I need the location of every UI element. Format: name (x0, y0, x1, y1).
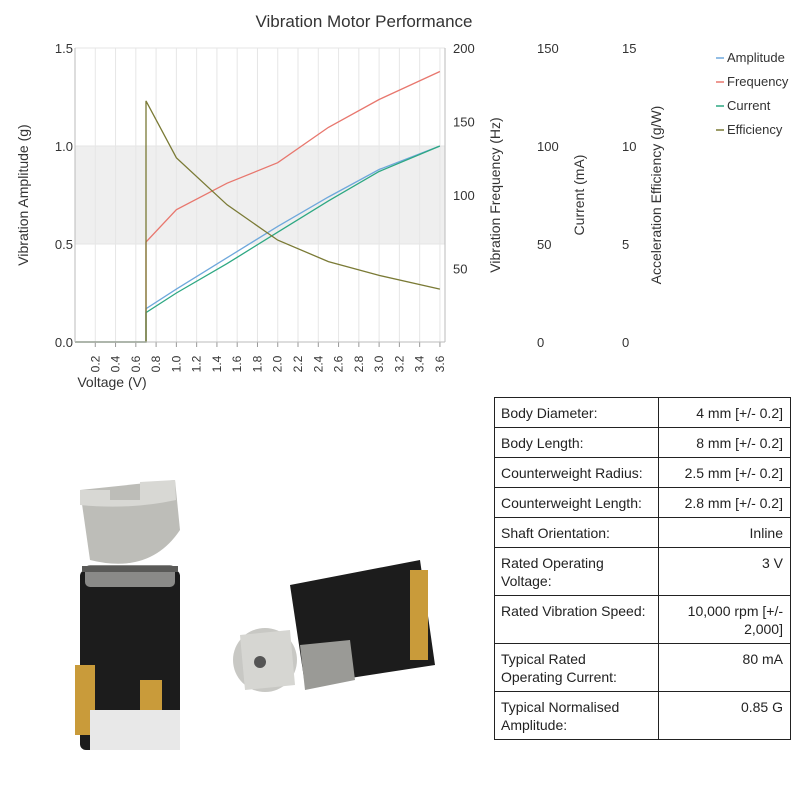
x-tick-label: 0.4 (109, 355, 123, 372)
x-tick-label: 3.2 (392, 355, 406, 372)
spec-value: 2.8 mm [+/- 0.2] (658, 487, 791, 518)
freq-tick-label: 50 (453, 262, 467, 277)
freq-axis-label: Vibration Frequency (Hz) (487, 117, 503, 272)
cur-tick-label: 150 (537, 41, 559, 56)
spec-label: Counterweight Radius: (494, 457, 659, 488)
spec-value: 10,000 rpm [+/- 2,000] (658, 595, 791, 644)
spec-value: 8 mm [+/- 0.2] (658, 427, 791, 458)
x-tick-label: 2.8 (352, 355, 366, 372)
x-tick-label: 1.6 (230, 355, 244, 372)
x-tick-label: 3.6 (433, 355, 447, 372)
specs-table: Body Diameter: 4 mm [+/- 0.2] Body Length:… (494, 397, 791, 740)
x-tick-label: 2.2 (291, 355, 305, 372)
cur-tick-label: 0 (537, 335, 544, 350)
eff-tick-label: 0 (622, 335, 629, 350)
chart-title: Vibration Motor Performance (255, 12, 472, 31)
amp-tick-label: 0.5 (55, 237, 73, 252)
x-tick-label: 1.2 (190, 355, 204, 372)
x-tick-label: 2.4 (311, 355, 325, 372)
x-axis-label: Voltage (V) (77, 374, 146, 390)
spec-label: Typical Rated Operating Current: (494, 643, 659, 692)
legend-label-efficiency: Efficiency (727, 122, 783, 137)
series-line-efficiency (75, 100, 441, 343)
spec-label: Shaft Orientation: (494, 517, 659, 548)
x-tick-label: 0.6 (129, 355, 143, 372)
spec-value: 80 mA (658, 643, 791, 692)
spec-row: Body Length: 8 mm [+/- 0.2] (494, 427, 791, 458)
spec-label: Body Diameter: (494, 397, 659, 428)
spec-row: Body Diameter: 4 mm [+/- 0.2] (494, 397, 791, 428)
eff-tick-label: 10 (622, 139, 636, 154)
freq-tick-label: 150 (453, 115, 475, 130)
x-tick-label: 3.4 (413, 355, 427, 372)
spec-value: 2.5 mm [+/- 0.2] (658, 457, 791, 488)
axes: 0.2 0.4 0.6 0.8 1.0 1.2 1.4 1.6 1.8 2.0 2.2 2.4 2.6 2… (15, 41, 664, 372)
eff-tick-label: 15 (622, 41, 636, 56)
spec-label: Typical Normalised Amplitude: (494, 691, 659, 740)
spec-row: Shaft Orientation: Inline (494, 517, 791, 548)
spec-value: 0.85 G (658, 691, 791, 740)
x-tick-label: 3.0 (372, 355, 386, 372)
spec-label: Rated Vibration Speed: (494, 595, 659, 644)
freq-tick-label: 100 (453, 188, 475, 203)
vibration-motor-photo (75, 480, 435, 750)
spec-row: Typical Normalised Amplitude: 0.85 G (494, 691, 791, 740)
legend-label-current: Current (727, 98, 771, 113)
spec-row: Counterweight Length: 2.8 mm [+/- 0.2] (494, 487, 791, 518)
spec-label: Counterweight Length: (494, 487, 659, 518)
cur-axis-label: Current (mA) (571, 155, 587, 236)
performance-chart: Vibration Motor Performance 0.2 0.4 0.6 0.8… (15, 12, 789, 390)
spec-row: Rated Operating Voltage: 3 V (494, 547, 791, 596)
x-tick-label: 0.8 (149, 355, 163, 372)
x-tick-label: 1.8 (250, 355, 264, 372)
shaded-band (75, 146, 445, 244)
legend-label-frequency: Frequency (727, 74, 789, 89)
spec-row: Counterweight Radius: 2.5 mm [+/- 0.2] (494, 457, 791, 488)
x-tick-label: 0.2 (88, 355, 102, 372)
amp-tick-label: 0.0 (55, 335, 73, 350)
x-tick-label: 1.4 (210, 355, 224, 372)
spec-label: Rated Operating Voltage: (494, 547, 659, 596)
freq-tick-label: 200 (453, 41, 475, 56)
spec-value: Inline (658, 517, 791, 548)
x-tick-label: 2.0 (271, 355, 285, 372)
legend-label-amplitude: Amplitude (727, 50, 785, 65)
spec-value: 4 mm [+/- 0.2] (658, 397, 791, 428)
spec-label: Body Length: (494, 427, 659, 458)
x-tick-label: 2.6 (332, 355, 346, 372)
spec-row: Typical Rated Operating Current: 80 mA (494, 643, 791, 692)
amp-axis-label: Vibration Amplitude (g) (15, 124, 31, 265)
eff-axis-label: Acceleration Efficiency (g/W) (648, 106, 664, 285)
legend: Amplitude Frequency Current Efficiency (716, 50, 789, 137)
cur-tick-label: 50 (537, 237, 551, 252)
cur-tick-label: 100 (537, 139, 559, 154)
series-lines (75, 70, 441, 343)
amp-tick-label: 1.0 (55, 139, 73, 154)
eff-tick-label: 5 (622, 237, 629, 252)
spec-value: 3 V (658, 547, 791, 596)
spec-row: Rated Vibration Speed: 10,000 rpm [+/- 2,… (494, 595, 791, 644)
amp-tick-label: 1.5 (55, 41, 73, 56)
x-tick-label: 1.0 (169, 355, 183, 372)
